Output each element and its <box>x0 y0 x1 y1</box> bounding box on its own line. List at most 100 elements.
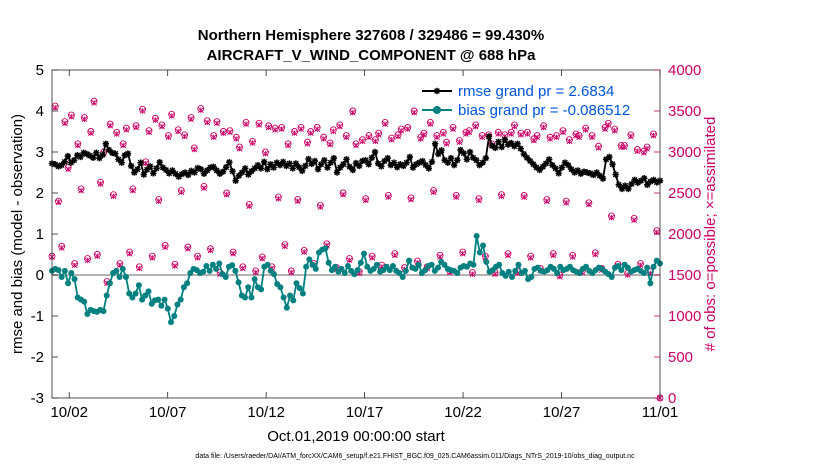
bias-point <box>58 274 65 281</box>
bias-point <box>142 292 149 299</box>
bias-point <box>435 264 442 271</box>
rmse-point <box>482 154 490 162</box>
bias-point <box>650 263 657 270</box>
obs-assimilated-point <box>94 253 101 260</box>
obs-assimilated-point <box>634 148 641 155</box>
obs-assimilated-point <box>582 126 589 133</box>
obs-assimilated-point <box>68 113 75 120</box>
rmse-point <box>156 159 163 166</box>
obs-assimilated-point <box>427 121 434 128</box>
obs-assimilated-point <box>136 265 143 272</box>
obs-assimilated-point <box>285 142 292 149</box>
obs-assimilated-point <box>340 191 346 198</box>
bias-point <box>171 313 178 319</box>
obs-assimilated-point <box>110 193 117 200</box>
rmse-point <box>248 168 255 175</box>
obs-assimilated-point <box>184 245 191 252</box>
plot-background <box>52 70 660 398</box>
obs-assimilated-point <box>391 252 398 259</box>
obs-assimilated-point <box>159 123 165 130</box>
left-y-axis: -3 -2 -1 0 1 2 3 4 5 <box>31 62 58 407</box>
obs-assimilated-point <box>275 195 282 202</box>
bias-point <box>180 284 187 291</box>
rmse-point <box>226 159 233 166</box>
obs-assimilated-point <box>621 144 628 150</box>
obs-assimilated-point <box>605 122 612 128</box>
x-tick-label: 10/07 <box>149 404 187 421</box>
obs-assimilated-point <box>560 129 566 136</box>
rmse-point <box>264 166 271 173</box>
obs-assimilated-point <box>139 108 146 114</box>
rmse-point <box>618 185 626 193</box>
obs-assimilated-point <box>272 126 279 133</box>
bias-point <box>264 261 271 268</box>
obs-assimilated-point <box>572 132 579 139</box>
bias-point <box>322 245 329 252</box>
left-y-tick-label: -1 <box>31 308 44 325</box>
bias-point <box>270 271 277 278</box>
obs-assimilated-point <box>631 217 638 223</box>
obs-assimilated-point <box>171 263 178 269</box>
obs-assimilated-point <box>475 197 482 204</box>
bias-point <box>122 274 129 281</box>
obs-assimilated-point <box>317 204 324 210</box>
obs-assimilated-point <box>453 194 460 201</box>
obs-assimilated-point <box>113 131 120 137</box>
rmse-point <box>127 162 135 170</box>
obs-assimilated-point <box>291 130 298 137</box>
obs-assimilated-point <box>194 254 201 261</box>
rmse-point <box>349 166 357 174</box>
rmse-point <box>124 150 132 157</box>
obs-assimilated-point <box>84 257 91 264</box>
obs-assimilated-point <box>246 203 253 210</box>
right-y-tick-label: 0 <box>668 390 676 407</box>
obs-assimilated-point <box>550 252 557 259</box>
obs-assimilated-point <box>178 189 185 196</box>
bias-point <box>177 296 184 303</box>
obs-assimilated-point <box>395 133 401 140</box>
obs-assimilated-point <box>107 122 114 129</box>
rmse-series <box>48 133 664 193</box>
left-y-tick-label: -3 <box>31 390 44 407</box>
rmse-point <box>473 157 480 164</box>
obs-assimilated-point <box>518 131 524 138</box>
obs-assimilated-point <box>608 214 615 221</box>
obs-assimilated-point <box>65 166 72 173</box>
bias-point <box>235 279 242 286</box>
obs-assimilated-point <box>459 250 466 257</box>
obs-assimilated-point <box>123 126 130 133</box>
rmse-point <box>146 163 154 170</box>
bias-point <box>200 268 207 275</box>
rmse-point <box>517 145 524 152</box>
obs-assimilated-point <box>346 257 353 264</box>
bias-point <box>354 267 361 274</box>
bias-point <box>113 267 120 274</box>
bias-point <box>103 292 110 299</box>
rmse-point <box>378 163 385 170</box>
obs-assimilated-point <box>91 99 97 106</box>
rmse-point <box>333 169 341 176</box>
bias-point <box>65 280 72 287</box>
bias-point <box>422 267 429 274</box>
rmse-point <box>89 154 97 161</box>
rmse-point <box>270 164 277 171</box>
obs-assimilated-point <box>456 139 463 146</box>
chart-title-line1: Northern Hemisphere 327608 / 329486 = 99… <box>198 27 544 44</box>
obs-assimilated-point <box>214 120 220 127</box>
obs-assimilated-point <box>175 128 182 135</box>
rmse-point <box>355 162 363 170</box>
bias-point <box>509 274 516 281</box>
obs-assimilated-point <box>252 269 259 276</box>
bias-point <box>640 269 647 276</box>
legend-rmse-label: rmse grand pr = 2.6834 <box>458 83 614 100</box>
obs-assimilated-point <box>55 199 62 205</box>
bias-point <box>338 265 345 272</box>
x-axis-label: Oct.01,2019 00:00:00 start <box>267 428 445 445</box>
obs-assimilated-point <box>398 127 405 134</box>
bias-point <box>370 265 377 272</box>
obs-assimilated-point <box>602 126 608 132</box>
rmse-point <box>232 177 239 184</box>
obs-assimilated-point <box>359 138 366 145</box>
obs-assimilated-point <box>133 124 140 131</box>
rmse-point <box>406 153 414 161</box>
